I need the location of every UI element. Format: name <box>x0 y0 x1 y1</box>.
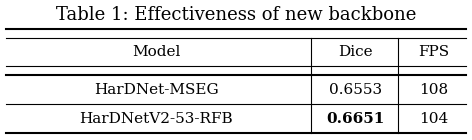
Text: Table 1: Effectiveness of new backbone: Table 1: Effectiveness of new backbone <box>56 5 416 24</box>
Text: Dice: Dice <box>338 45 373 59</box>
Text: 0.6651: 0.6651 <box>327 112 385 126</box>
Text: Model: Model <box>132 45 180 59</box>
Text: FPS: FPS <box>419 45 449 59</box>
Text: HarDNet-MSEG: HarDNet-MSEG <box>94 83 219 97</box>
Text: 0.6553: 0.6553 <box>329 83 382 97</box>
Text: 108: 108 <box>420 83 448 97</box>
Text: 104: 104 <box>420 112 449 126</box>
Text: HarDNetV2-53-RFB: HarDNetV2-53-RFB <box>79 112 233 126</box>
